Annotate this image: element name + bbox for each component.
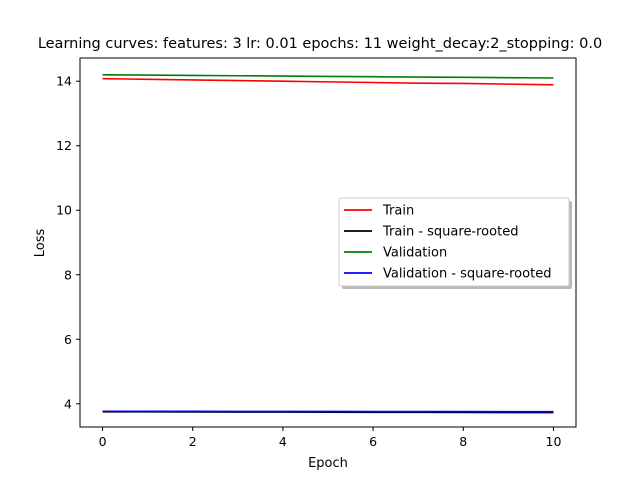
chart-title: Learning curves: features: 3 lr: 0.01 ep…: [38, 36, 602, 52]
y-tick-label-3: 10: [56, 203, 72, 218]
legend-box: [338, 197, 570, 287]
x-tick-label-0: 0: [99, 434, 107, 449]
y-axis-title: Loss: [33, 229, 48, 258]
y-tick-label-0: 4: [64, 396, 72, 411]
series-line-0: [102, 77, 554, 86]
series-line-2: [102, 73, 554, 79]
x-tick-label-3: 6: [369, 434, 377, 449]
x-tick-label-5: 10: [546, 434, 562, 449]
legend: Train Train - square-rooted Validation Vali…: [338, 197, 572, 289]
legend-label-1: Train - square-rooted: [382, 225, 518, 240]
x-axis-title: Epoch: [308, 456, 348, 471]
y-axis-ticks: 4 6 8 10 12 14: [56, 74, 80, 411]
legend-label-2: Validation: [383, 246, 447, 261]
y-tick-label-5: 14: [56, 74, 72, 89]
series-layer: [102, 73, 554, 414]
y-tick-label-1: 6: [64, 332, 72, 347]
legend-label-0: Train: [382, 204, 414, 219]
x-tick-label-4: 8: [459, 434, 467, 449]
y-tick-label-4: 12: [56, 138, 72, 153]
legend-entries: Train Train - square-rooted Validation Vali…: [344, 204, 551, 282]
plot-frame: [79, 57, 577, 428]
x-axis-ticks: 0 2 4 6 8 10: [99, 427, 562, 449]
x-tick-label-1: 2: [189, 434, 197, 449]
x-tick-label-2: 4: [279, 434, 287, 449]
legend-label-3: Validation - square-rooted: [383, 267, 551, 282]
y-tick-label-2: 8: [64, 267, 72, 282]
